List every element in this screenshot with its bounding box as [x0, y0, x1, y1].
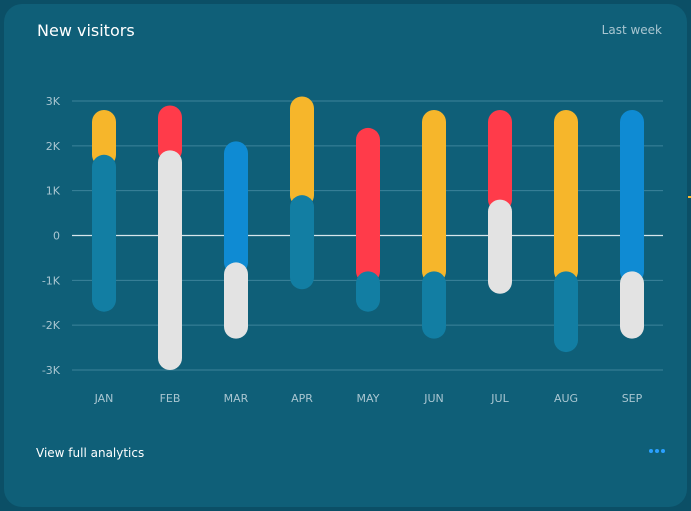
dot [661, 449, 665, 453]
period-label[interactable]: Last week [601, 23, 662, 37]
y-tick-label: 0 [53, 230, 60, 243]
bar-mar-lower [224, 262, 248, 339]
x-tick-label: FEB [160, 392, 181, 405]
y-tick-label: -2K [42, 319, 61, 332]
bar-jun-upper [422, 109, 446, 284]
bar-sep-upper [620, 109, 644, 284]
new-visitors-card: New visitors Last week 3K 2K 1K 0 -1K -2K -3K J… [4, 4, 687, 507]
y-tick-label: 3K [46, 95, 61, 108]
card-title: New visitors [37, 21, 135, 40]
y-tick-label: 2K [46, 140, 61, 153]
bar-feb-upper [158, 105, 182, 163]
bar-jan-lower [92, 154, 116, 312]
view-full-analytics-link[interactable]: View full analytics [36, 446, 145, 460]
bar-jul-upper [488, 109, 512, 212]
dot [655, 449, 659, 453]
x-tick-label: JUN [423, 392, 444, 405]
y-tick-label: -3K [42, 364, 61, 377]
x-tick-label: SEP [622, 392, 643, 405]
edge-accent-mark [688, 196, 691, 198]
bar-sep-lower [620, 271, 644, 339]
bar-aug-upper [554, 109, 578, 284]
bar-aug-lower [554, 271, 578, 353]
x-tick-label: JUL [490, 392, 509, 405]
x-tick-label: MAY [357, 392, 380, 405]
dot [649, 449, 653, 453]
bar-feb-lower [158, 150, 182, 370]
x-tick-label: JAN [94, 392, 114, 405]
bar-may-lower [356, 271, 380, 312]
bar-may-upper [356, 127, 380, 284]
more-dots-icon[interactable] [649, 449, 665, 453]
x-tick-label: AUG [554, 392, 578, 405]
bar-apr-upper [290, 96, 314, 208]
bar-jul-lower [488, 199, 512, 294]
bar-mar-upper [224, 141, 248, 275]
y-tick-label: -1K [42, 274, 61, 287]
visitors-chart: 3K 2K 1K 0 -1K -2K -3K JAN FEB MAR APR MAY JUN JUL AUG… [42, 95, 663, 405]
y-tick-label: 1K [46, 185, 61, 198]
x-tick-label: APR [291, 392, 313, 405]
bar-jan-upper [92, 109, 116, 167]
x-tick-label: MAR [224, 392, 249, 405]
bar-jun-lower [422, 271, 446, 339]
bar-apr-lower [290, 195, 314, 290]
